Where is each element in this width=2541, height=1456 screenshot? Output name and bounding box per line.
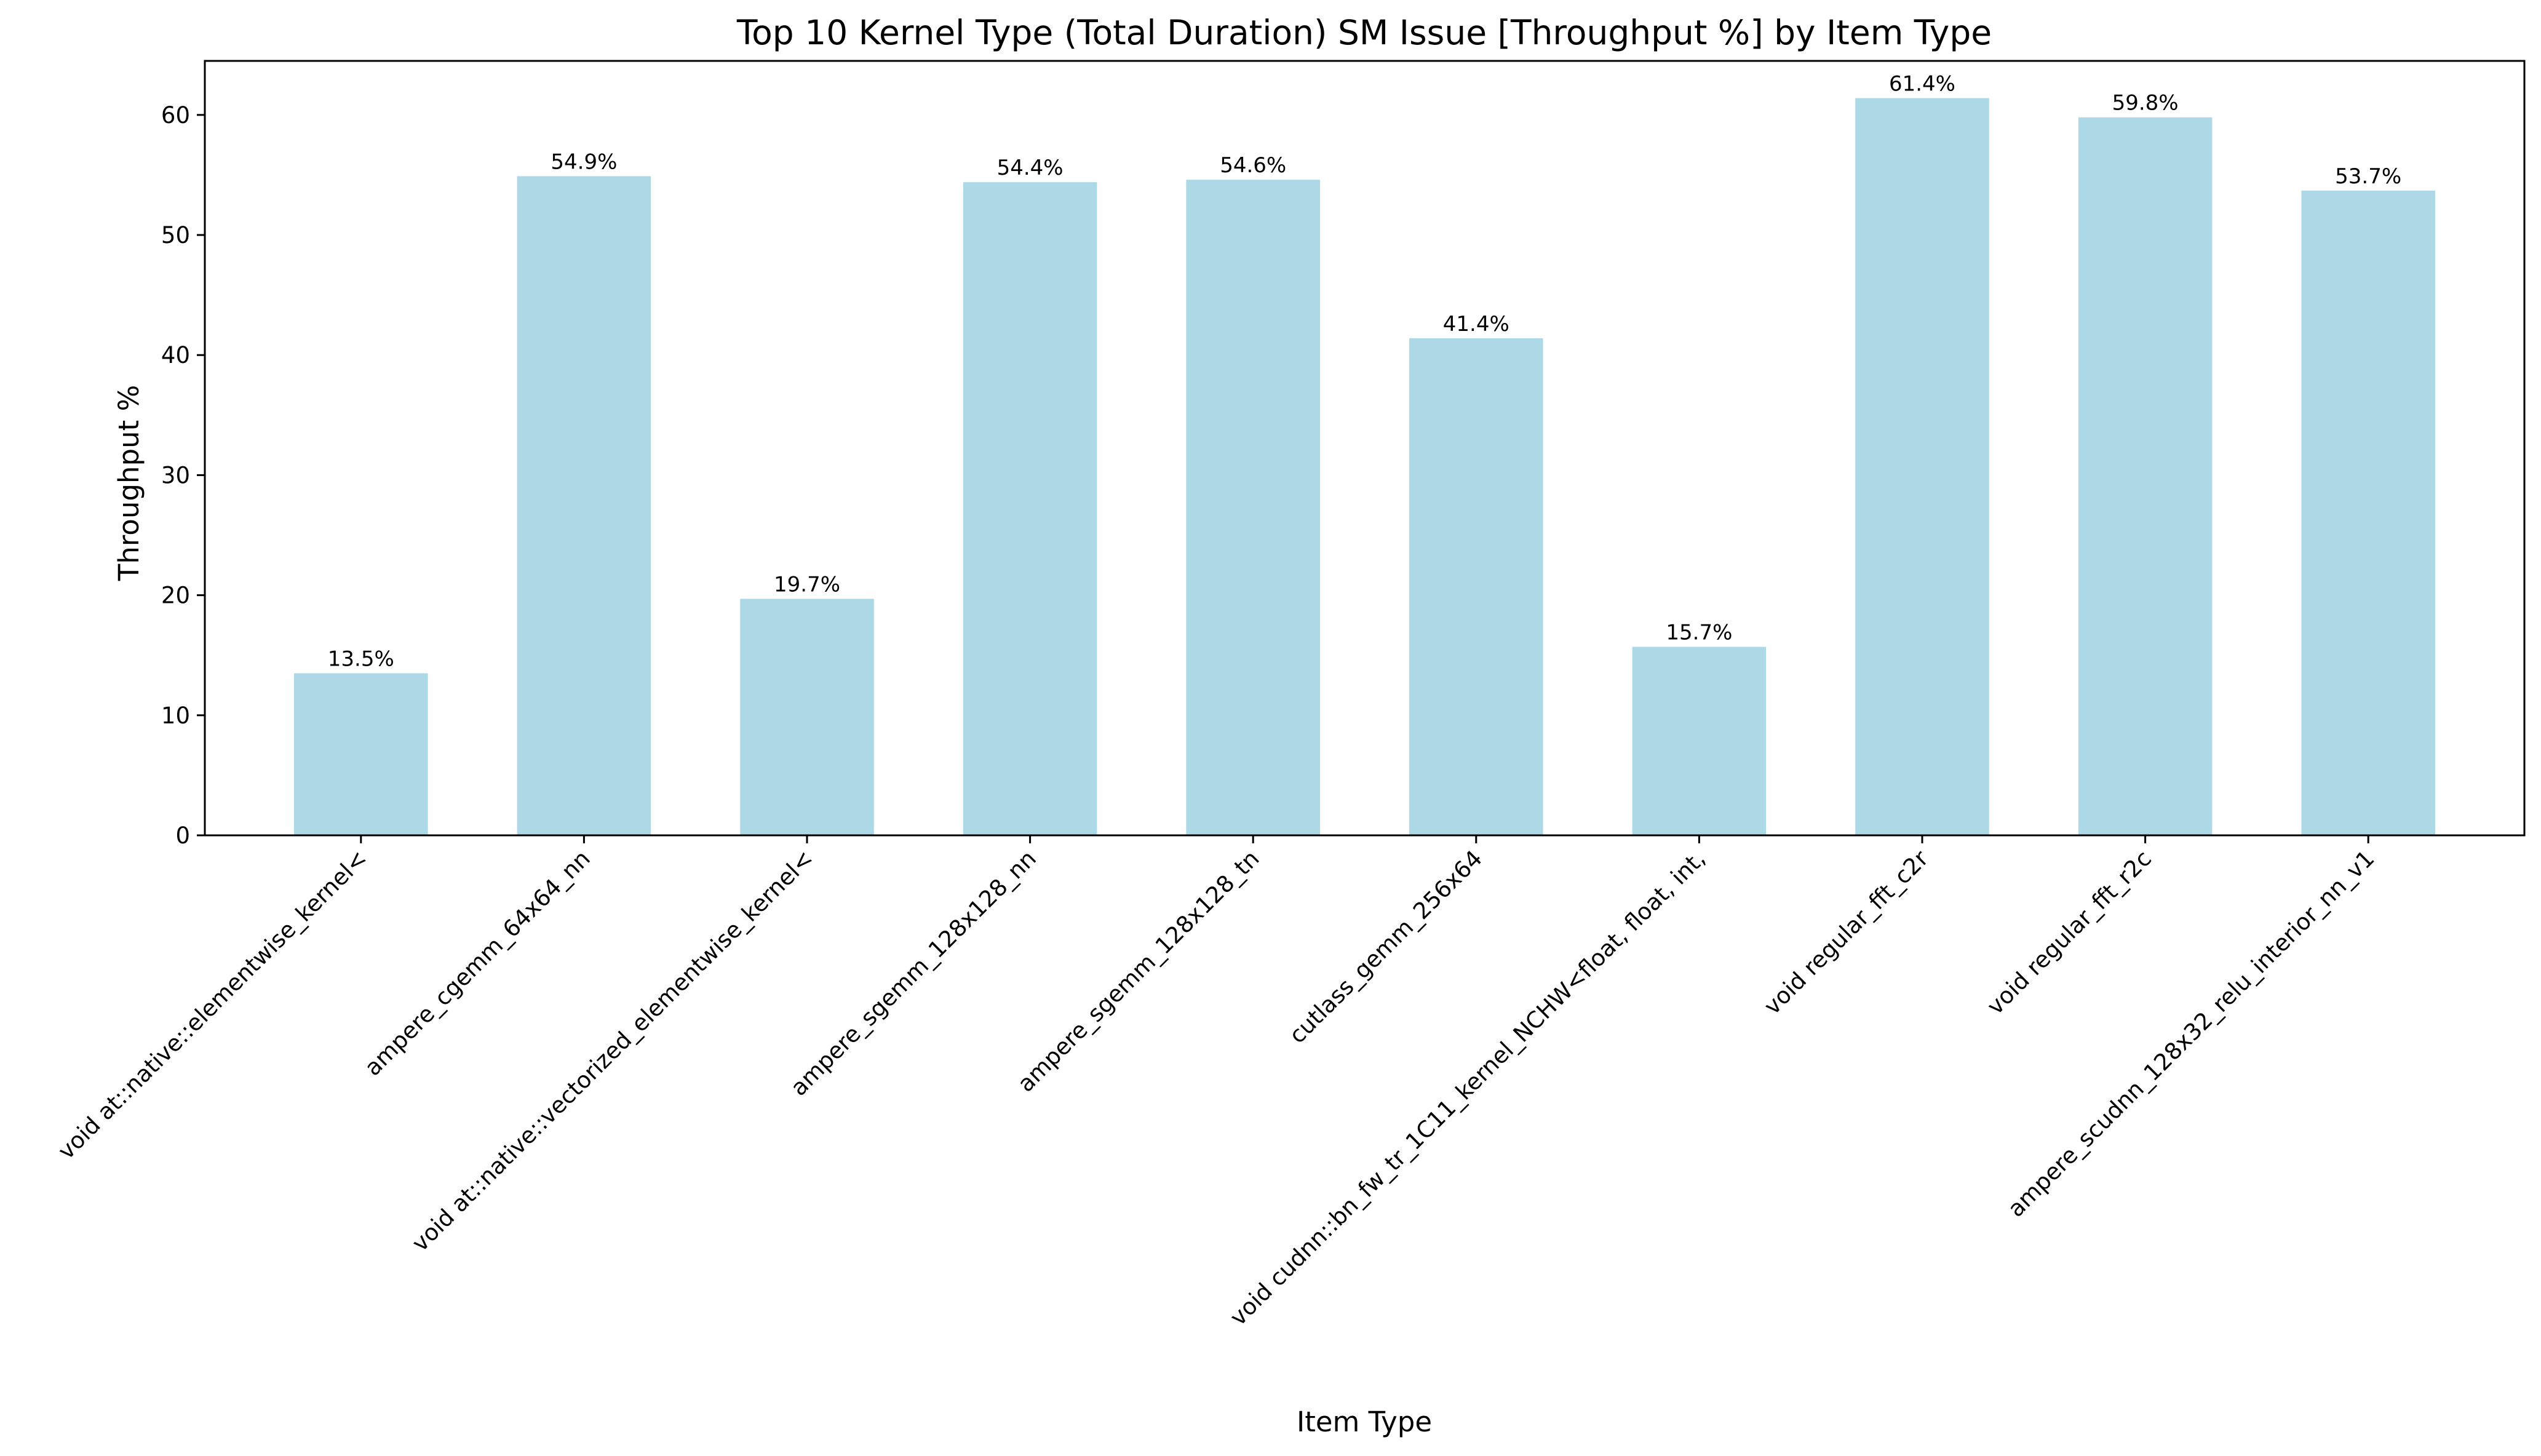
- bar: [294, 673, 428, 835]
- y-tick-label: 50: [161, 222, 190, 249]
- data-label: 61.4%: [1889, 72, 1955, 97]
- x-tick-label: cutlass_gemm_256x64: [1284, 845, 1487, 1049]
- data-label: 15.7%: [1666, 621, 1732, 645]
- bar: [1409, 338, 1543, 835]
- plot-area: 13.5% 54.9% 19.7% 54.4% 54.6% 41.4% 15.7% 61.4%…: [53, 60, 2526, 1331]
- x-tick-label: void regular_fft_c2r: [1759, 845, 1934, 1019]
- x-tick-label: void cudnn::bn_fw_tr_1C11_kernel_NCHW<fl…: [1225, 845, 1711, 1331]
- x-tick-label: void at::native::vectorized_elementwise_…: [407, 845, 818, 1257]
- y-tick-label: 0: [175, 822, 190, 849]
- data-label: 19.7%: [774, 572, 840, 597]
- y-tick-label: 20: [161, 583, 190, 609]
- bar: [1855, 98, 1989, 836]
- data-label: 53.7%: [2335, 164, 2401, 189]
- data-label: 54.6%: [1220, 153, 1286, 178]
- x-axis-label: Item Type: [1297, 1406, 1432, 1438]
- x-tick-label: void regular_fft_r2c: [1982, 845, 2157, 1020]
- y-tick-label: 60: [161, 102, 190, 129]
- x-tick-label: ampere_sgemm_128x128_tn: [1012, 845, 1265, 1097]
- y-tick-label: 10: [161, 702, 190, 729]
- y-axis-label: Throughput %: [113, 385, 145, 581]
- x-tick-label: ampere_scudnn_128x32_relu_interior_nn_v1: [2003, 845, 2380, 1222]
- x-tick-label: ampere_sgemm_128x128_nn: [785, 845, 1041, 1101]
- bar: [2301, 190, 2435, 835]
- bar: [1186, 180, 1320, 836]
- chart-title: Top 10 Kernel Type (Total Duration) SM I…: [736, 13, 1992, 52]
- y-tick-label: 30: [161, 462, 190, 488]
- x-tick-label: ampere_cgemm_64x64_nn: [359, 845, 595, 1081]
- x-tick-label: void at::native::elementwise_kernel<: [53, 845, 372, 1164]
- y-tick-label: 40: [161, 342, 190, 368]
- bar: [963, 182, 1097, 835]
- data-label: 41.4%: [1443, 312, 1509, 336]
- bar: [2078, 117, 2213, 835]
- data-label: 54.4%: [997, 156, 1064, 180]
- data-label: 13.5%: [328, 646, 394, 671]
- data-label: 59.8%: [2112, 91, 2179, 116]
- plot-frame: [204, 60, 2526, 837]
- bar: [517, 176, 651, 836]
- data-label: 54.9%: [551, 149, 617, 174]
- bar: [1632, 646, 1767, 835]
- bar: [740, 599, 874, 835]
